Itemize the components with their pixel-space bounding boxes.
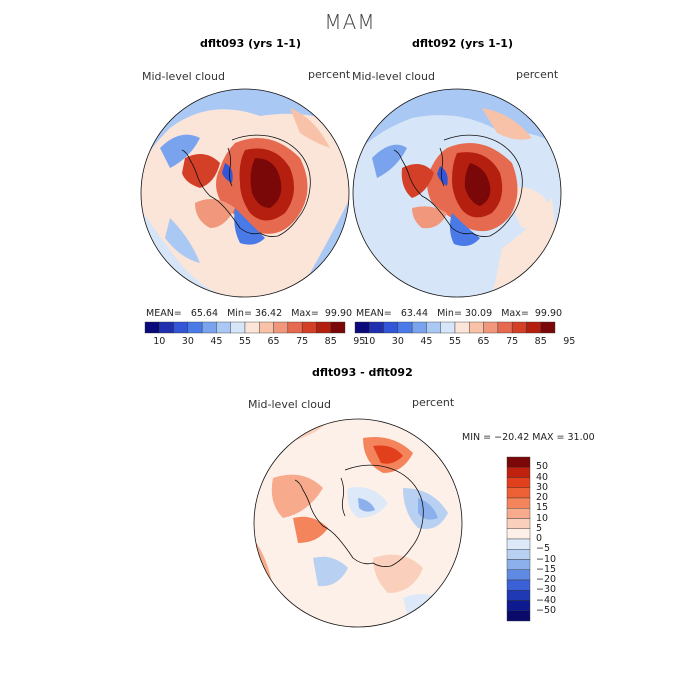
diff-colorbar-tick-label: 40 bbox=[536, 471, 549, 483]
diff-colorbar-tick-label: 0 bbox=[536, 533, 543, 544]
diff-colorbar-tick-label: −10 bbox=[536, 553, 557, 565]
panel-2-title: dflt092 (yrs 1-1) bbox=[412, 37, 513, 50]
diff-colorbar-swatch bbox=[506, 497, 531, 509]
colorbar-swatch bbox=[469, 321, 484, 334]
diff-colorbar-swatch bbox=[506, 487, 531, 499]
colorbar-swatch bbox=[201, 321, 217, 334]
diff-panel-min-max: MIN = −20.42 MAX = 31.00 bbox=[462, 432, 595, 443]
figure-title: MAM bbox=[324, 10, 376, 34]
colorbar-swatch bbox=[540, 321, 556, 334]
panel-2-polar-map bbox=[352, 88, 562, 298]
colorbar-swatch bbox=[483, 321, 499, 334]
colorbar-swatch bbox=[287, 321, 303, 334]
colorbar-swatch bbox=[426, 321, 441, 334]
colorbar-swatch bbox=[230, 321, 246, 334]
diff-colorbar-swatch bbox=[506, 456, 531, 468]
panel-2-colorbar bbox=[354, 321, 556, 334]
diff-colorbar-tick-label: 10 bbox=[536, 512, 549, 524]
diff-colorbar-swatch bbox=[506, 549, 531, 560]
diff-colorbar-tick-label: −50 bbox=[536, 604, 557, 616]
diff-panel-polar-map bbox=[253, 418, 463, 628]
colorbar-swatch bbox=[526, 321, 541, 334]
diff-colorbar-swatch bbox=[506, 590, 531, 601]
panel-2-stats: MEAN= 63.44 Min= 30.09 Max= 99.90 bbox=[356, 308, 563, 319]
panel-2-colorbar-ticks: 10 30 45 55 65 75 85 95 bbox=[355, 336, 575, 348]
diff-colorbar-tick-label: 30 bbox=[536, 481, 549, 493]
colorbar-swatch bbox=[301, 321, 317, 334]
colorbar-swatch bbox=[354, 321, 370, 334]
diff-colorbar-tick-label: −15 bbox=[536, 563, 557, 575]
diff-panel-title: dflt093 - dflt092 bbox=[312, 366, 413, 379]
panel-1-colorbar-ticks: 10 30 45 55 65 75 85 95 bbox=[145, 336, 365, 348]
colorbar-swatch bbox=[259, 321, 274, 334]
colorbar-swatch bbox=[454, 321, 470, 334]
colorbar-tick-label: 10 bbox=[363, 336, 376, 347]
diff-colorbar-tick-label: −30 bbox=[536, 584, 557, 596]
diff-panel-variable-label: Mid-level cloud bbox=[248, 398, 331, 411]
diff-colorbar-tick-label: 15 bbox=[536, 502, 549, 514]
colorbar-tick-label: 85 bbox=[534, 336, 547, 347]
diff-colorbar-swatch bbox=[506, 467, 531, 478]
diff-colorbar-tick-label: 20 bbox=[536, 492, 549, 503]
colorbar-swatch bbox=[511, 321, 527, 334]
diff-colorbar-tick-label: 50 bbox=[536, 461, 549, 473]
panel-2-units-label: percent bbox=[516, 68, 559, 81]
diff-colorbar-tick-label: 5 bbox=[536, 522, 543, 534]
colorbar-tick-label: 95 bbox=[353, 336, 366, 347]
panel-1-title: dflt093 (yrs 1-1) bbox=[200, 37, 301, 50]
colorbar-tick-label: 55 bbox=[448, 336, 462, 347]
diff-colorbar-tick-label: −40 bbox=[536, 594, 557, 606]
diff-colorbar bbox=[506, 456, 531, 622]
colorbar-swatch bbox=[159, 321, 174, 334]
colorbar-tick-label: 10 bbox=[153, 336, 166, 347]
panel-1-polar-map bbox=[140, 88, 350, 298]
colorbar-tick-label: 75 bbox=[506, 336, 519, 347]
colorbar-swatch bbox=[144, 321, 160, 334]
colorbar-tick-label: 75 bbox=[296, 336, 309, 347]
colorbar-tick-label: 65 bbox=[267, 336, 280, 347]
diff-panel-units-label: percent bbox=[412, 396, 455, 409]
colorbar-tick-label: 30 bbox=[391, 336, 404, 347]
panel-1-units-label: percent bbox=[308, 68, 351, 81]
diff-colorbar-tick-label: −20 bbox=[536, 574, 557, 585]
panel-1-colorbar bbox=[144, 321, 346, 334]
diff-colorbar-swatch bbox=[506, 569, 531, 581]
colorbar-tick-label: 55 bbox=[238, 336, 252, 347]
diff-colorbar-swatch bbox=[506, 559, 531, 570]
diff-colorbar-swatch bbox=[506, 579, 531, 591]
diff-colorbar-swatch bbox=[506, 528, 531, 540]
colorbar-swatch bbox=[244, 321, 260, 334]
diff-colorbar-swatch bbox=[506, 518, 531, 529]
panel-1-stats: MEAN= 65.64 Min= 36.42 Max= 99.90 bbox=[146, 308, 353, 319]
colorbar-swatch bbox=[497, 321, 513, 334]
panel-1-variable-label: Mid-level cloud bbox=[142, 70, 225, 83]
colorbar-swatch bbox=[369, 321, 384, 334]
colorbar-swatch bbox=[273, 321, 289, 334]
colorbar-swatch bbox=[187, 321, 203, 334]
colorbar-tick-label: 45 bbox=[420, 336, 433, 347]
diff-colorbar-swatch bbox=[506, 538, 531, 550]
diff-colorbar-swatch bbox=[506, 610, 531, 622]
colorbar-swatch bbox=[316, 321, 331, 334]
colorbar-swatch bbox=[440, 321, 456, 334]
colorbar-swatch bbox=[216, 321, 231, 334]
colorbar-swatch bbox=[330, 321, 346, 334]
colorbar-swatch bbox=[383, 321, 399, 334]
colorbar-tick-label: 45 bbox=[210, 336, 223, 347]
colorbar-tick-label: 85 bbox=[324, 336, 337, 347]
colorbar-tick-label: 65 bbox=[477, 336, 490, 347]
colorbar-tick-label: 30 bbox=[181, 336, 194, 347]
colorbar-swatch bbox=[173, 321, 189, 334]
diff-colorbar-swatch bbox=[506, 600, 531, 611]
diff-colorbar-swatch bbox=[506, 508, 531, 519]
colorbar-tick-label: 95 bbox=[563, 336, 576, 347]
colorbar-swatch bbox=[411, 321, 427, 334]
diff-colorbar-swatch bbox=[506, 477, 531, 488]
diff-colorbar-ticks: 50 40 30 20 15 10 5 0 −5 −10 −15 −20 −30 −40 −50 bbox=[536, 457, 576, 621]
colorbar-swatch bbox=[397, 321, 413, 334]
diff-colorbar-tick-label: −5 bbox=[536, 543, 551, 555]
panel-2-variable-label: Mid-level cloud bbox=[352, 70, 435, 83]
